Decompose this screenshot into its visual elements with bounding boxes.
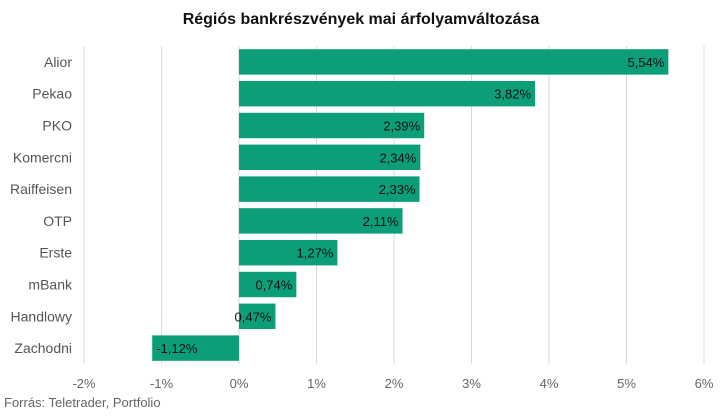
- bar: [239, 112, 425, 139]
- x-tick-label: -1%: [150, 376, 174, 391]
- x-tick-label: -2%: [72, 376, 96, 391]
- bar: [239, 271, 297, 298]
- data-label: 2,39%: [383, 119, 420, 134]
- category-label: Handlowy: [11, 308, 72, 324]
- data-label: 2,33%: [379, 182, 416, 197]
- x-tick-label: 5%: [617, 376, 636, 391]
- category-labels: Alior Pekao PKO Komercni Raiffeisen OTP Erste m…: [10, 54, 73, 356]
- data-label: 1,27%: [297, 246, 334, 261]
- bar: [239, 144, 421, 171]
- x-tick-label: 6%: [695, 376, 714, 391]
- category-label: Komercni: [13, 149, 72, 165]
- category-label: OTP: [43, 213, 72, 229]
- bar: [239, 176, 420, 202]
- bar: [239, 239, 338, 266]
- category-label: Raiffeisen: [10, 181, 72, 197]
- x-tick-label: 0%: [230, 376, 249, 391]
- x-tick-label: 3%: [462, 376, 481, 391]
- category-label: mBank: [28, 277, 73, 293]
- bars: 5,54% 3,82% 2,39% 2,34% 2,33% 2,11% 1,27% 0,74%…: [152, 49, 669, 361]
- bar: [239, 303, 276, 330]
- category-label: PKO: [42, 118, 72, 134]
- x-tick-label: 4%: [540, 376, 559, 391]
- bar: [239, 80, 536, 107]
- x-tick-label: 2%: [385, 376, 404, 391]
- bar: [239, 49, 669, 75]
- chart-title: Régiós bankrészvények mai árfolyamváltoz…: [183, 11, 540, 28]
- data-label: 3,82%: [494, 87, 531, 102]
- bar: [239, 208, 403, 234]
- data-label: 2,11%: [363, 214, 399, 229]
- data-label: -1,12%: [156, 341, 198, 356]
- category-label: Erste: [39, 245, 72, 261]
- category-label: Alior: [44, 54, 72, 70]
- bar: [152, 335, 239, 361]
- category-label: Zachodni: [14, 340, 72, 356]
- source-note: Forrás: Teletrader, Portfolio: [4, 395, 161, 410]
- data-label: 0,47%: [235, 309, 272, 324]
- data-label: 5,54%: [627, 55, 664, 70]
- data-label: 2,34%: [379, 150, 416, 165]
- data-label: 0,74%: [255, 278, 292, 293]
- x-axis-ticks: -2% -1% 0% 1% 2% 3% 4% 5% 6%: [72, 376, 713, 391]
- x-tick-label: 1%: [307, 376, 326, 391]
- category-label: Pekao: [32, 86, 72, 102]
